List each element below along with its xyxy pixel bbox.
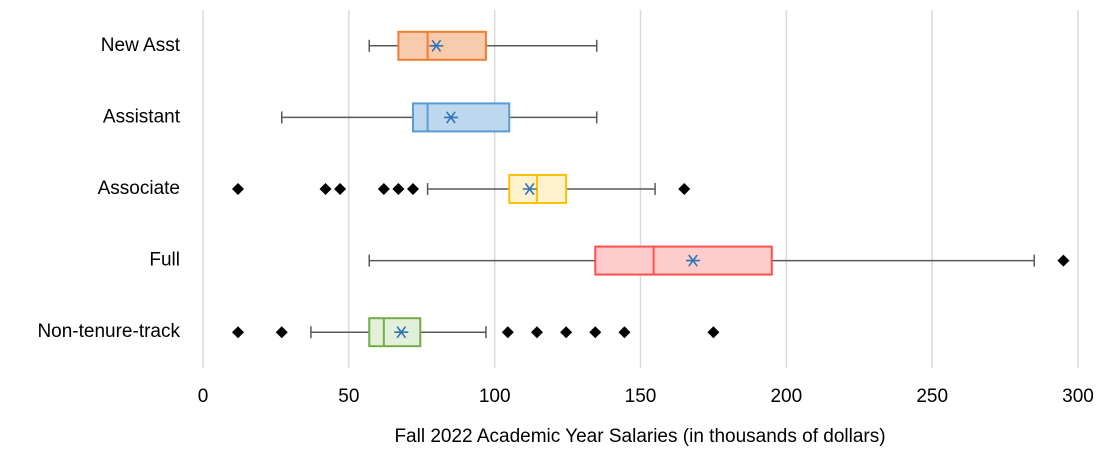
x-tick-label: 50 xyxy=(338,386,359,407)
category-label: Associate xyxy=(98,178,180,199)
outlier xyxy=(589,326,602,339)
category-label: Full xyxy=(149,250,180,271)
outlier xyxy=(530,326,543,339)
category-label: Non-tenure-track xyxy=(37,321,180,342)
outlier xyxy=(1057,254,1070,267)
x-tick-label: 300 xyxy=(1062,386,1094,407)
x-tick-label: 0 xyxy=(198,386,209,407)
outlier xyxy=(232,326,244,339)
x-axis-title: Fall 2022 Academic Year Salaries (in tho… xyxy=(394,426,885,447)
outlier xyxy=(501,326,514,339)
mean-marker xyxy=(522,182,537,196)
outlier xyxy=(334,183,347,195)
mean-marker xyxy=(394,326,409,339)
mean-marker xyxy=(686,254,700,267)
mean-marker xyxy=(443,111,458,124)
category-label: Assistant xyxy=(103,106,181,127)
x-tick-label: 100 xyxy=(479,386,511,407)
outlier xyxy=(407,183,419,195)
outlier xyxy=(319,183,332,195)
outlier xyxy=(377,183,390,195)
outlier xyxy=(707,326,720,339)
mean-marker xyxy=(429,39,444,52)
x-tick-label: 250 xyxy=(916,386,948,407)
category-label: New Asst xyxy=(101,35,181,56)
x-tick-label: 150 xyxy=(625,386,657,407)
outlier xyxy=(275,326,288,339)
outlier xyxy=(232,183,244,195)
box xyxy=(412,102,511,133)
outlier xyxy=(618,326,631,339)
outlier xyxy=(678,183,691,195)
outlier xyxy=(560,326,573,339)
box xyxy=(594,245,773,276)
outlier xyxy=(392,183,405,195)
x-tick-label: 200 xyxy=(770,386,802,407)
